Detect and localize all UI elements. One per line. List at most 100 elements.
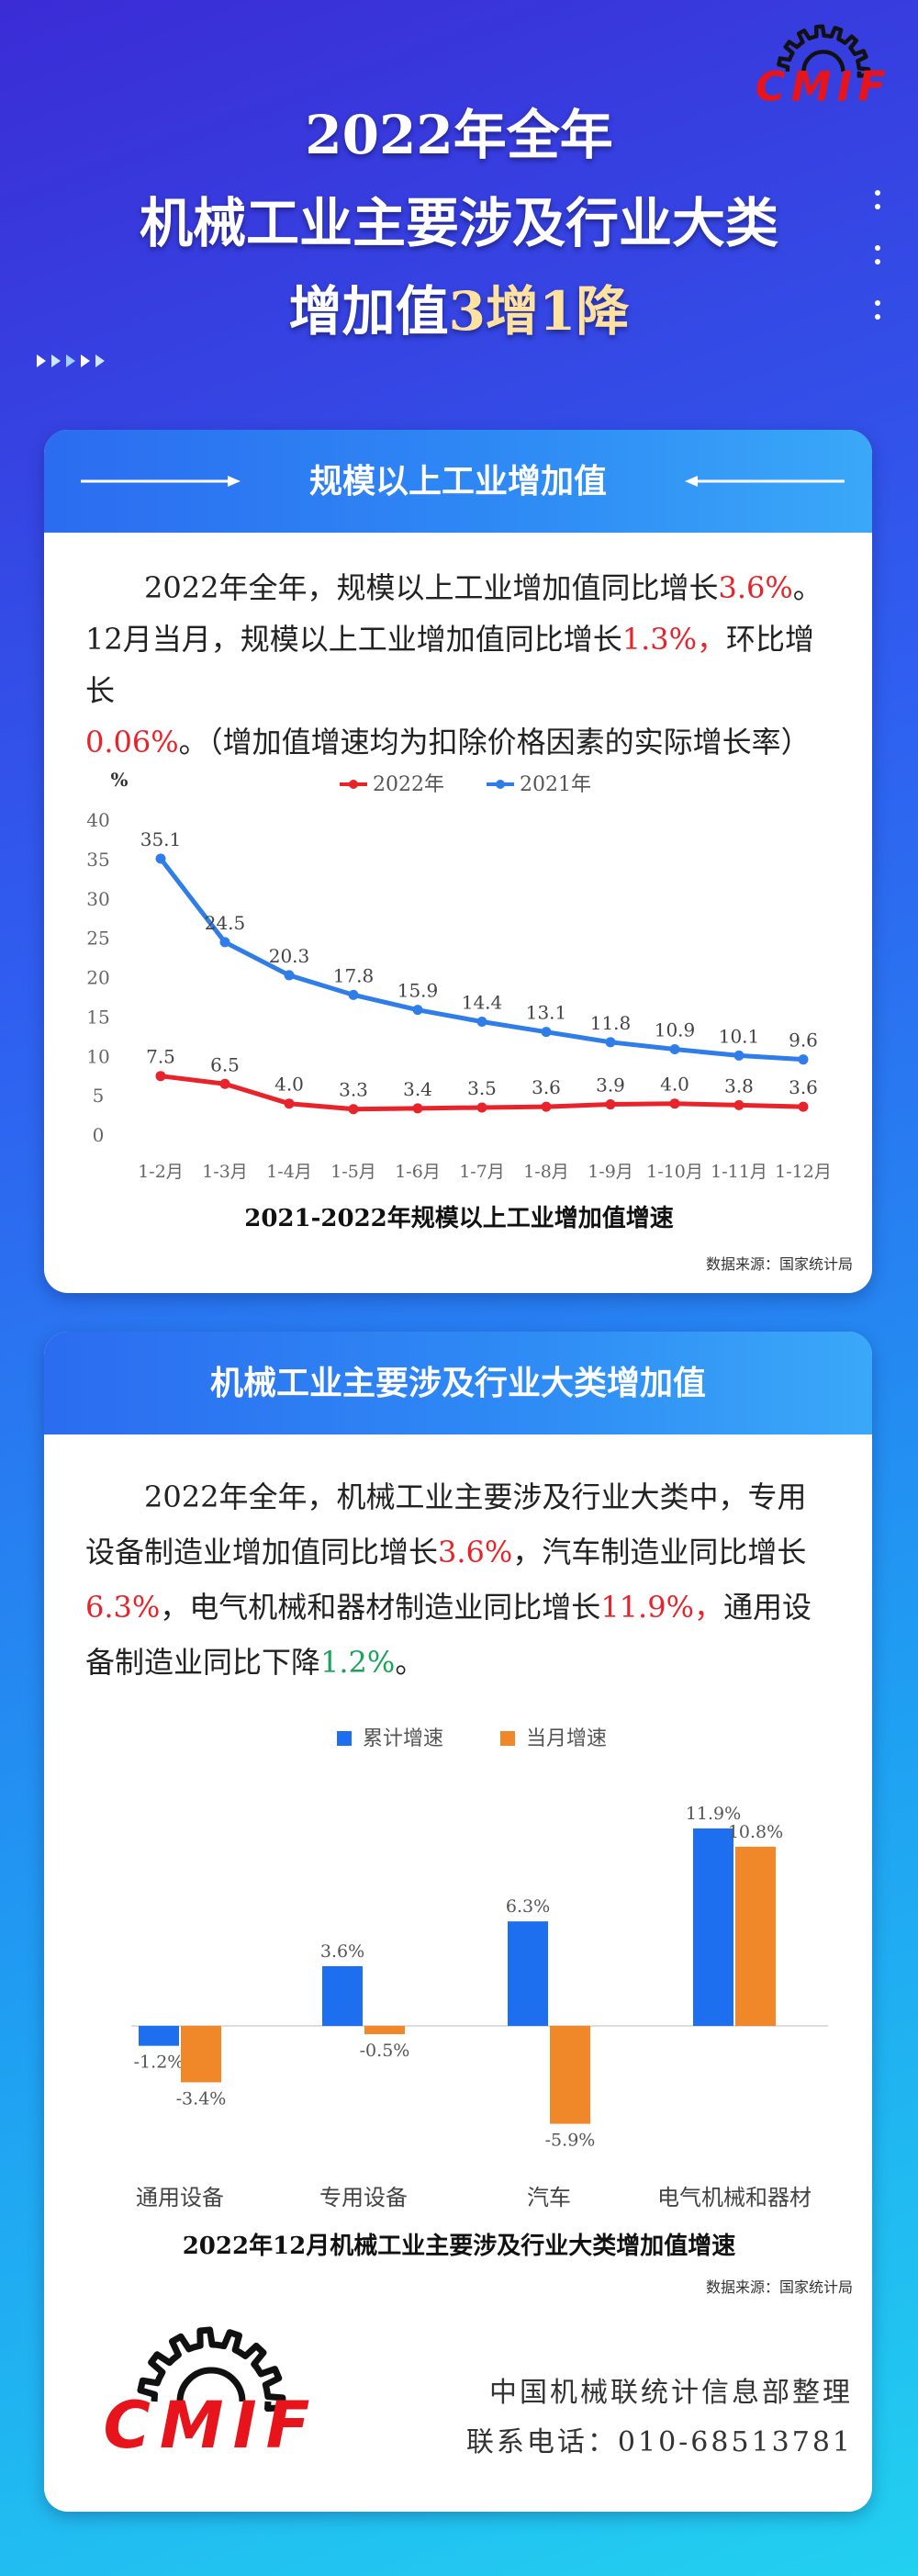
- point: [219, 1078, 230, 1089]
- legend-marker: [349, 780, 358, 789]
- text-run: 11.9%，: [600, 1590, 723, 1625]
- bar-chart: 累计增速 -1.2% 3.6% 6.3% 11.9% 当月增速 -3.4% -0.5% -5.9…: [131, 1727, 853, 2296]
- legend-marker: [337, 1731, 352, 1746]
- logo: CMIF: [756, 24, 891, 110]
- point: [476, 1102, 487, 1113]
- logo-gear: [777, 24, 871, 78]
- bar: [550, 2026, 590, 2124]
- value-label: 10.1: [719, 1025, 760, 1047]
- logo-text: CMIF: [756, 63, 891, 110]
- x-tick-label: 1-12月: [775, 1162, 832, 1182]
- text-run: 3.6%: [718, 570, 793, 605]
- value-label: 4.0: [274, 1074, 304, 1096]
- legend-label: 2021年: [520, 773, 591, 796]
- value-label: -1.2%: [134, 2053, 185, 2073]
- text-run: 3增1降: [448, 280, 630, 343]
- value-label: 10.9: [655, 1019, 696, 1041]
- value-label: -0.5%: [360, 2041, 410, 2061]
- line-chart: % 0 5 10 15 20 25 30 35 40 1-2月 1-3月 1-4月 1-5月 1-6月 1-7…: [86, 769, 853, 1273]
- point: [476, 1017, 487, 1028]
- point: [412, 1005, 423, 1016]
- value-label: 3.6%: [320, 1941, 364, 1962]
- y-tick-label: 35: [86, 849, 109, 871]
- x-tick-label: 1-9月: [588, 1162, 633, 1182]
- card: 机械工业主要涉及行业大类增加值: [44, 1332, 872, 2512]
- x-tick-label: 1-5月: [330, 1162, 376, 1182]
- text-run: ，汽车制造业同比增长: [512, 1535, 807, 1569]
- x-tick-label: 1-3月: [202, 1162, 248, 1182]
- logo-gear-inner: [801, 50, 845, 72]
- point: [733, 1099, 744, 1110]
- x-tick-label: 1-4月: [266, 1162, 312, 1182]
- text-run: 3.6%: [438, 1535, 513, 1569]
- y-tick-label: 25: [86, 928, 109, 950]
- y-tick-label: 0: [93, 1124, 105, 1146]
- point: [541, 1027, 552, 1038]
- value-label: 3.6: [789, 1076, 818, 1098]
- value-label: 17.8: [333, 964, 375, 986]
- value-label: 11.8: [590, 1012, 632, 1034]
- text-run: 通用设备制造业同比下降: [85, 1590, 812, 1680]
- legend-label: 2022年: [373, 773, 444, 796]
- y-tick-label: 5: [93, 1085, 105, 1107]
- logo: CMIF: [104, 2326, 309, 2463]
- value-label: 20.3: [269, 945, 310, 967]
- x-tick-label: 电气机械和器材: [657, 2185, 812, 2210]
- point: [798, 1054, 809, 1065]
- card: 规模以上工业增加值: [44, 430, 872, 1293]
- legend-marker: [496, 780, 505, 789]
- value-label: 3.8: [724, 1074, 754, 1097]
- value-label: 3.3: [339, 1079, 368, 1101]
- x-tick-label: 通用设备: [136, 2185, 224, 2210]
- bar: [693, 1828, 733, 2026]
- legend-label: 累计增速: [363, 1727, 443, 1750]
- bar: [322, 1965, 363, 2026]
- logo-gear: [137, 2326, 286, 2413]
- text-run: 2022年全年，机械工业主要涉及行业大类中，专用设备制造业增加值同比增长: [85, 1479, 807, 1569]
- title-line: 2022年全年: [305, 104, 613, 166]
- x-tick-label: 1-2月: [138, 1162, 184, 1182]
- bar: [735, 1846, 776, 2026]
- point: [412, 1103, 423, 1114]
- title-line: 机械工业主要涉及行业大类: [139, 192, 778, 254]
- chart-source: 数据来源：国家统计局: [706, 1255, 853, 1273]
- value-label: 3.6: [532, 1076, 561, 1098]
- point: [155, 853, 166, 864]
- series-line: [159, 857, 804, 1063]
- decor-dots: [875, 190, 880, 320]
- point: [541, 1101, 552, 1112]
- value-label: 3.4: [403, 1078, 432, 1100]
- value-label: 9.6: [789, 1029, 818, 1052]
- x-tick-label: 1-11月: [711, 1162, 767, 1182]
- legend-marker: [500, 1731, 515, 1746]
- point: [605, 1099, 616, 1110]
- bar: [139, 2026, 179, 2046]
- section-heading: 机械工业主要涉及行业大类增加值: [44, 1332, 872, 1434]
- decor-arrows: [37, 354, 105, 367]
- x-tick-label: 1-8月: [523, 1162, 569, 1182]
- point: [605, 1037, 616, 1048]
- value-label: -5.9%: [545, 2131, 596, 2151]
- legend-label: 当月增速: [526, 1727, 607, 1750]
- value-label: 3.5: [467, 1077, 497, 1099]
- value-label: 7.5: [146, 1046, 175, 1068]
- chart-title: 2021-2022年规模以上工业增加值增速: [244, 1204, 674, 1232]
- x-tick-label: 汽车: [527, 2185, 571, 2210]
- text-run: 0.06%: [85, 725, 179, 759]
- text-run: 。12月当月，规模以上工业增加值同比增长: [85, 570, 823, 657]
- logo-gear-inner: [176, 2367, 246, 2402]
- value-label: 11.9%: [686, 1804, 741, 1824]
- text-run: 2022年全年，规模以上工业增加值同比增长: [144, 570, 719, 605]
- value-label: 4.0: [660, 1074, 689, 1096]
- point: [798, 1101, 809, 1112]
- text-run: 1.3%，: [621, 622, 727, 657]
- text-run: 。（增加值增速均为扣除价格因素的实际增长率）: [178, 725, 811, 759]
- value-label: 15.9: [397, 980, 439, 1002]
- y-unit: %: [110, 769, 128, 791]
- point: [669, 1044, 680, 1055]
- y-tick-label: 15: [86, 1006, 109, 1028]
- x-tick-label: 1-10月: [646, 1162, 703, 1182]
- text-run: 环比增长: [85, 622, 815, 708]
- paragraph: 2022年全年，规模以上工业增加值同比增长3.6%。12月当月，规模以上工业增加…: [85, 562, 833, 768]
